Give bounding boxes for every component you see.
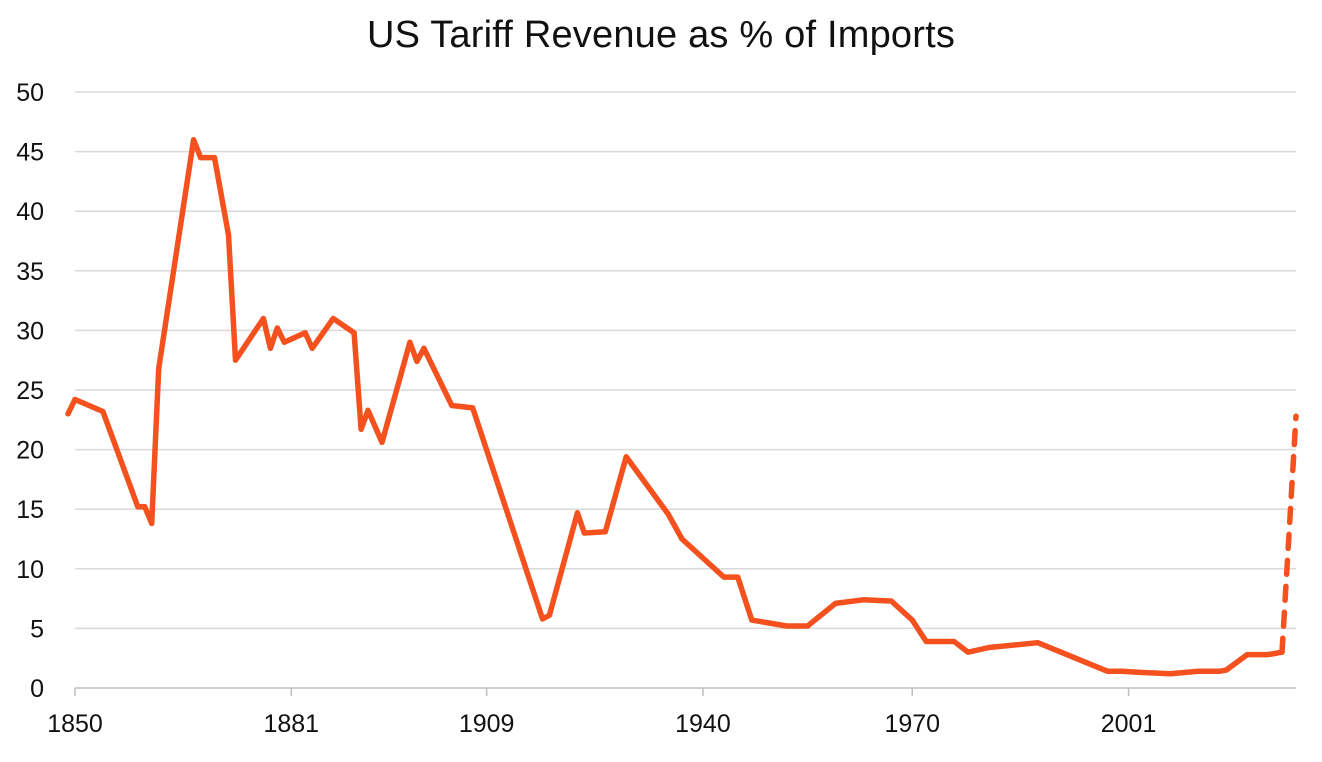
y-tick-label: 50 [16,79,44,107]
x-tick-label: 1909 [459,710,515,738]
series-lines [65,136,1299,677]
series-line-projected [1279,413,1299,655]
x-tick-label: 1850 [47,710,103,738]
y-tick-label: 10 [16,556,44,584]
x-tick-label: 1940 [675,710,731,738]
y-axis-ticks: 0 5 10 15 20 25 30 35 40 45 50 [16,79,44,703]
y-tick-label: 30 [16,317,44,345]
y-tick-label: 15 [16,496,44,524]
x-axis-ticks: 1850 1881 1909 1940 1970 2001 [47,688,1156,738]
x-tick-label: 1970 [884,710,940,738]
x-tick-label: 1881 [263,710,319,738]
chart-title: US Tariff Revenue as % of Imports [366,14,956,56]
y-tick-label: 25 [16,377,44,405]
gridlines [75,91,1296,689]
y-tick-label: 35 [16,258,44,286]
y-tick-label: 5 [30,615,44,643]
x-tick-label: 2001 [1101,710,1157,738]
y-tick-label: 45 [16,139,44,167]
series-line-historical [65,136,1285,677]
y-tick-label: 20 [16,437,44,465]
y-tick-label: 0 [30,675,44,703]
y-tick-label: 40 [16,198,44,226]
